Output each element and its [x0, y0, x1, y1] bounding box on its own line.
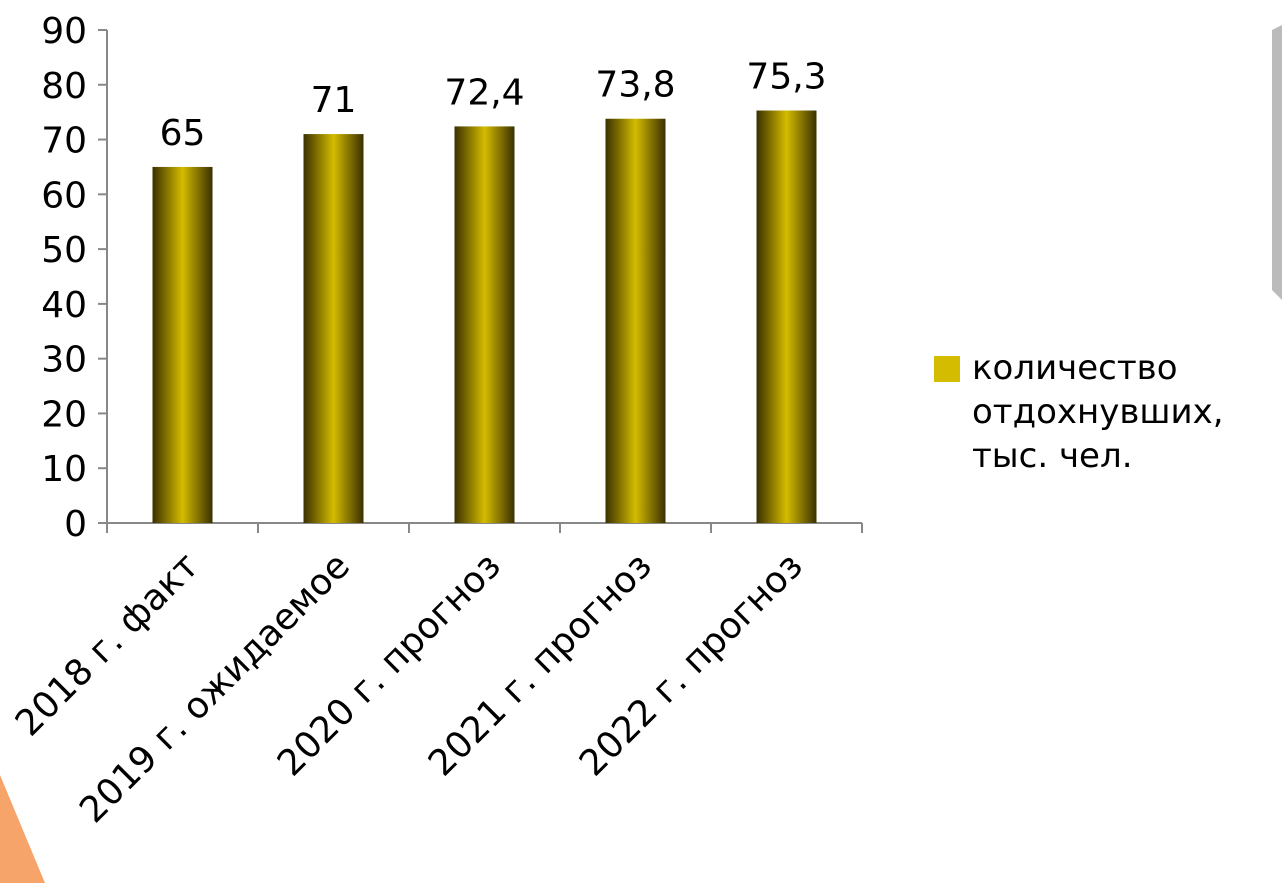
y-tick-label: 70	[41, 121, 87, 162]
bar	[756, 110, 817, 524]
value-label: 73,8	[595, 65, 675, 106]
y-tick-label: 0	[64, 504, 87, 545]
value-label: 75,3	[746, 57, 826, 98]
legend-label: количество отдохнувших, тыс. чел.	[972, 348, 1224, 476]
decoration	[0, 775, 45, 883]
legend-swatch	[934, 356, 960, 382]
bar	[454, 126, 515, 524]
decoration	[1272, 25, 1282, 300]
y-tick-label: 60	[41, 175, 87, 216]
bar	[303, 134, 364, 524]
legend: количество отдохнувших, тыс. чел.	[934, 346, 1274, 478]
value-label: 71	[311, 80, 357, 121]
bar	[605, 118, 666, 524]
y-tick-label: 10	[41, 449, 87, 490]
y-tick-label: 40	[41, 285, 87, 326]
value-label: 65	[160, 113, 206, 154]
value-label: 72,4	[444, 72, 524, 113]
y-tick-label: 20	[41, 394, 87, 435]
x-tick-label: 2019 г. ожидаемое	[72, 545, 358, 831]
y-tick-label: 90	[41, 11, 87, 52]
bar	[152, 166, 213, 523]
y-tick-label: 30	[41, 340, 87, 381]
y-tick-label: 80	[41, 66, 87, 107]
y-tick-label: 50	[41, 230, 87, 271]
